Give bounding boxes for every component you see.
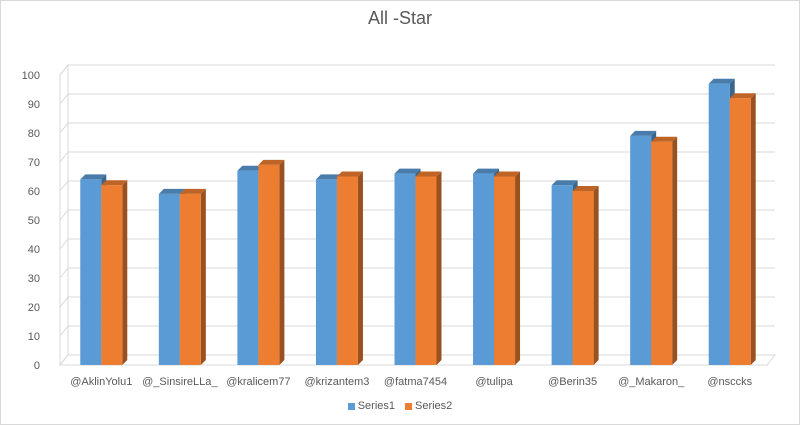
gridline xyxy=(59,238,775,250)
x-tick-label: @tulipa xyxy=(475,376,513,388)
bar-series1-7 xyxy=(630,135,652,365)
legend-item-series2: Series2 xyxy=(405,400,452,412)
bar-top xyxy=(336,171,363,177)
bar-top xyxy=(415,171,442,177)
bar-side xyxy=(515,171,521,365)
x-tick-label: @_Makaron_ xyxy=(618,376,685,388)
bar-series2-6 xyxy=(572,191,594,365)
legend-swatch-series1 xyxy=(347,402,355,410)
chart-title: All -Star xyxy=(367,8,432,28)
bar-top xyxy=(101,180,128,186)
legend: Series1 Series2 xyxy=(0,400,800,412)
x-tick-label: @kralicem77 xyxy=(226,376,290,388)
gridline xyxy=(59,93,775,105)
bar-top xyxy=(394,168,421,174)
bar-series1-2 xyxy=(237,170,259,365)
bar-top xyxy=(315,174,342,180)
bar-top xyxy=(630,130,657,136)
legend-label-series2: Series2 xyxy=(415,400,453,412)
bar-top xyxy=(494,171,521,177)
bar-side xyxy=(279,159,285,365)
x-tick-label: @fatma7454 xyxy=(384,376,447,388)
y-tick-label: 70 xyxy=(28,157,40,169)
y-tick-label: 20 xyxy=(28,302,40,314)
bar-top xyxy=(258,159,285,165)
bar-series2-1 xyxy=(179,193,201,365)
bar-side xyxy=(672,136,678,365)
bar-series2-5 xyxy=(494,176,516,365)
bar-series2-8 xyxy=(729,98,751,365)
bar-series2-7 xyxy=(651,141,673,365)
bar-side xyxy=(200,188,206,365)
y-tick-label: 50 xyxy=(28,215,40,227)
bar-series1-0 xyxy=(80,179,102,365)
bar-side xyxy=(750,93,756,365)
y-tick-label: 60 xyxy=(28,186,40,198)
bar-series1-5 xyxy=(473,173,495,365)
y-tick-label: 100 xyxy=(22,70,40,82)
bar-series1-8 xyxy=(708,83,730,365)
bar-series2-4 xyxy=(415,176,437,365)
bar-top xyxy=(651,136,678,142)
y-tick-label: 30 xyxy=(28,273,40,285)
bar-series2-3 xyxy=(336,176,358,365)
bar-series1-3 xyxy=(315,179,337,365)
bar-top xyxy=(158,188,185,194)
x-tick-label: @AklinYolu1 xyxy=(70,376,132,388)
gridline xyxy=(59,122,775,134)
y-tick-label: 0 xyxy=(34,360,40,372)
bar-top xyxy=(237,165,264,171)
bar-top xyxy=(551,180,578,186)
gridline xyxy=(59,180,775,192)
y-tick-label: 80 xyxy=(28,128,40,140)
y-tick-label: 40 xyxy=(28,244,40,256)
x-tick-label: @nsccks xyxy=(707,376,752,388)
bar-series2-0 xyxy=(101,185,123,365)
bar-top xyxy=(80,174,107,180)
bar-series1-1 xyxy=(158,193,180,365)
x-tick-label: @krizantem3 xyxy=(304,376,369,388)
legend-swatch-series2 xyxy=(405,402,412,410)
bar-top xyxy=(473,168,500,174)
bar-series2-2 xyxy=(258,164,280,365)
y-tick-label: 10 xyxy=(28,331,40,343)
gridline xyxy=(59,267,775,279)
bar-series1-4 xyxy=(394,173,416,365)
bar-top xyxy=(572,186,599,191)
legend-label-series1: Series1 xyxy=(357,400,395,412)
x-tick-label: @Berin35 xyxy=(548,376,597,388)
x-tick-label: @_SinsireLLa_ xyxy=(142,376,218,388)
bar-side xyxy=(357,171,363,365)
bar-series1-6 xyxy=(551,185,573,365)
bar-top xyxy=(708,78,735,84)
gridline xyxy=(59,151,775,163)
bar-side xyxy=(436,171,442,365)
bar-side xyxy=(593,186,599,365)
gridline xyxy=(59,296,775,308)
gridline xyxy=(59,325,775,337)
bar-top xyxy=(729,93,756,99)
bar-top xyxy=(179,188,206,194)
gridline xyxy=(59,209,775,221)
gridline xyxy=(59,64,775,76)
legend-item-series1: Series1 xyxy=(347,400,395,412)
y-tick-label: 90 xyxy=(28,99,40,111)
gridline xyxy=(59,354,775,366)
bar-side xyxy=(122,180,128,365)
